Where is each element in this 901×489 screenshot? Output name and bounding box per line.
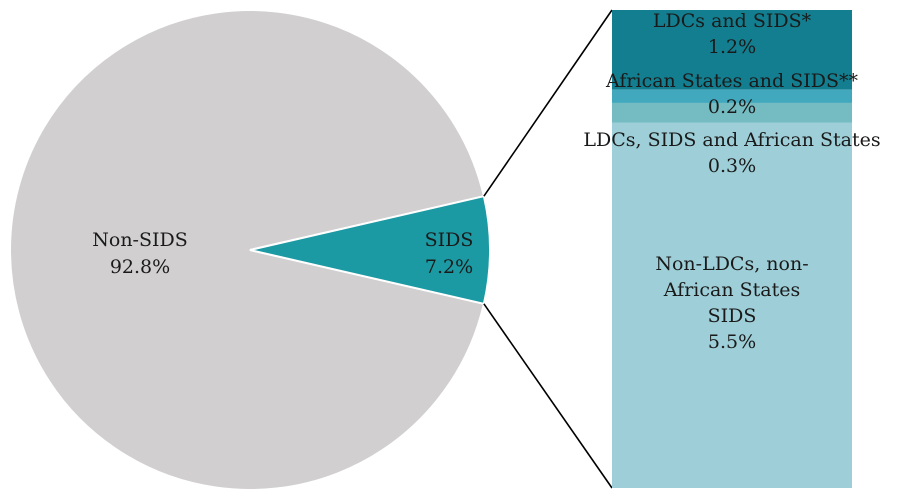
pie-label-non-sids-line-2: 92.8%: [110, 256, 170, 278]
breakdown-bar-group: [612, 10, 852, 489]
bar-label-ldcs-and-sids-line-2: 1.2%: [708, 36, 756, 58]
bar-label-ldcs-and-sids-line-1: LDCs and SIDS*: [653, 10, 812, 32]
connector-lines: [483, 9, 613, 489]
pie-label-sids-line-2: 7.2%: [425, 256, 473, 278]
pie-label-non-sids-line-1: Non-SIDS: [92, 229, 188, 251]
connector-line-top: [483, 9, 613, 197]
bar-label-non-ldcs-non-african-states-sids-line-3: SIDS: [708, 305, 757, 327]
bar-segment-ldcs-and-sids: [612, 10, 852, 90]
bar-segment-ldcs-sids-and-african-states: [612, 102, 852, 123]
bar-label-ldcs-sids-and-african-states-line-1: LDCs, SIDS and African States: [583, 129, 880, 151]
bar-label-african-states-and-sids-line-2: 0.2%: [708, 96, 756, 118]
bar-label-non-ldcs-non-african-states-sids-line-1: Non-LDCs, non-: [655, 253, 808, 275]
connector-line-bottom: [483, 303, 613, 489]
bar-label-non-ldcs-non-african-states-sids-line-2: African States: [663, 279, 800, 301]
label-group: Non-SIDS 92.8% SIDS 7.2% LDCs and SIDS* 1.2% A…: [92, 10, 880, 353]
bar-label-african-states-and-sids-line-1: African States and SIDS**: [605, 70, 859, 92]
bar-label-non-ldcs-non-african-states-sids-line-4: 5.5%: [708, 331, 756, 353]
bar-segment-non-ldcs-non-african-states-sids: [612, 122, 852, 489]
bar-label-ldcs-sids-and-african-states-line-2: 0.3%: [708, 155, 756, 177]
pie-slice-sids: [249, 194, 491, 306]
pie-label-sids-line-1: SIDS: [425, 229, 474, 251]
pie-slice-non-sids: [9, 9, 486, 489]
pie-group: [9, 9, 491, 489]
bar-segment-african-states-and-sids: [612, 89, 852, 103]
